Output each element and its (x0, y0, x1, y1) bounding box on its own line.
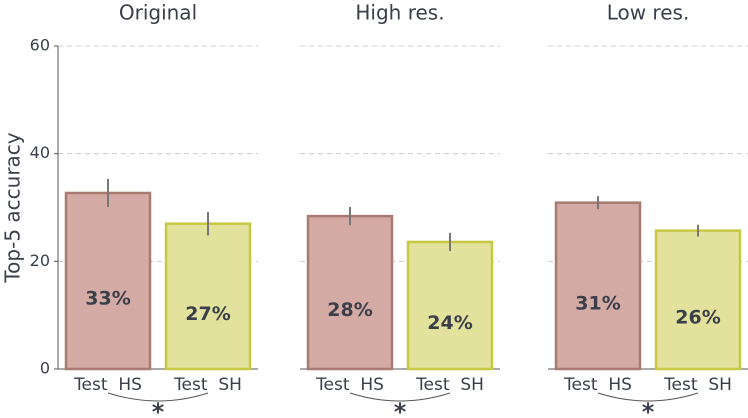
bar (654, 229, 742, 371)
x-tick-label: Test HS (73, 375, 142, 395)
bar (64, 191, 152, 371)
x-tick-label: Test SH (663, 375, 732, 395)
subplot-title: High res. (355, 1, 444, 25)
significance-star: * (394, 398, 407, 418)
bar (164, 222, 252, 371)
x-tick-label: Test HS (315, 375, 384, 395)
bar (554, 201, 642, 371)
y-tick-label: 0 (40, 359, 50, 378)
significance-bracket (597, 392, 699, 402)
y-tick-label: 40 (30, 143, 50, 162)
x-tick-label: Test HS (563, 375, 632, 395)
value-label: 27% (185, 303, 230, 325)
significance-star: * (642, 398, 655, 418)
x-tick-label: Test SH (415, 375, 484, 395)
significance-star: * (152, 398, 165, 418)
value-label: 26% (675, 306, 720, 328)
y-tick-label: 20 (30, 251, 50, 270)
bar (406, 240, 494, 371)
significance-bracket (107, 392, 209, 402)
value-label: 28% (327, 299, 372, 321)
value-label: 33% (85, 287, 130, 309)
value-label: 31% (575, 292, 620, 314)
subplot-title: Low res. (607, 1, 690, 25)
x-tick-label: Test SH (173, 375, 242, 395)
y-axis-label: Top-5 accuracy (1, 132, 25, 283)
y-tick-label: 60 (30, 36, 50, 55)
value-label: 24% (427, 312, 472, 334)
subplot-title: Original (119, 1, 197, 25)
significance-bracket (349, 392, 451, 402)
bar (306, 214, 394, 371)
